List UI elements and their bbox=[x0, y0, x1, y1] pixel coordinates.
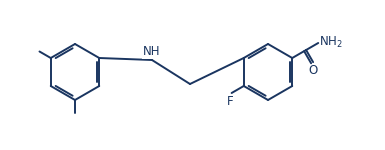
Text: NH: NH bbox=[143, 45, 161, 58]
Text: NH$_2$: NH$_2$ bbox=[319, 34, 343, 50]
Text: O: O bbox=[308, 64, 318, 77]
Text: F: F bbox=[227, 95, 234, 108]
